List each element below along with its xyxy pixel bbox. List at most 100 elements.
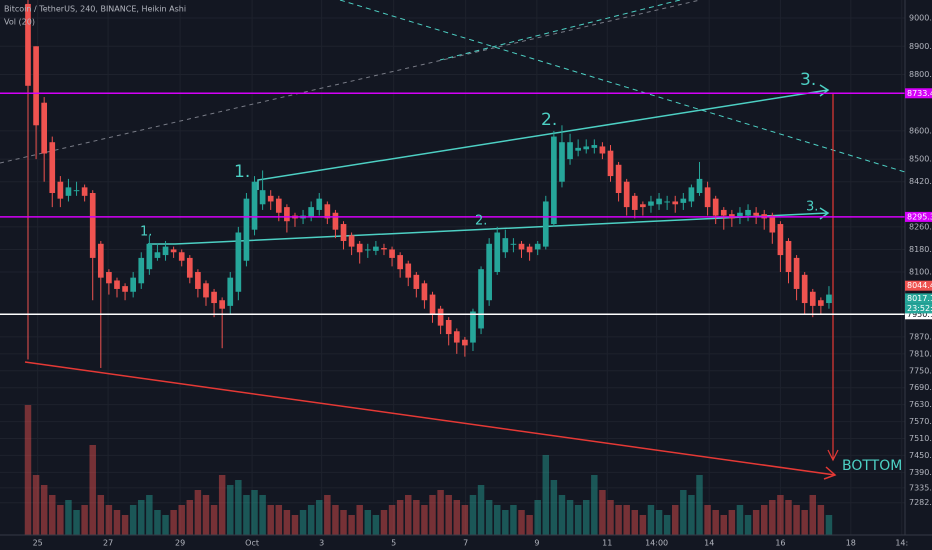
volume-bar (380, 510, 388, 535)
candle-body (429, 294, 436, 315)
y-tick-label: 8180.00 (909, 245, 932, 254)
price-tag (905, 211, 932, 222)
volume-bar (186, 500, 194, 535)
volume-bar (582, 500, 590, 535)
y-tick-label: 8800.00 (909, 70, 932, 79)
y-tick-label: 9000.00 (909, 14, 932, 23)
volume-bar (146, 495, 153, 535)
candle-body (332, 212, 339, 230)
x-tick-label: 14 (704, 539, 714, 548)
candle-body (591, 145, 598, 148)
y-tick-label: 7690.00 (909, 383, 932, 392)
y-tick-label: 8900.00 (909, 42, 932, 51)
y-tick-label: 7630.00 (909, 400, 932, 409)
candle-body (211, 291, 217, 304)
candle-body (445, 319, 452, 335)
candle-body (421, 283, 428, 301)
volume-bar (243, 495, 250, 535)
candle-body (567, 142, 573, 160)
volume-bar (138, 500, 145, 535)
candle-body (785, 240, 792, 273)
volume-bar (599, 490, 606, 535)
volume-bar (760, 505, 768, 535)
candle-body (405, 263, 412, 278)
candle-body (308, 207, 314, 217)
candle-body (826, 294, 832, 304)
candle-body (494, 232, 501, 273)
volume-bar (105, 505, 113, 535)
volume-bar (421, 505, 428, 535)
candle-body (243, 198, 250, 261)
y-tick-label: 7570.00 (909, 417, 932, 426)
axes: 9000.00 8900.00 8800.00 8600.00 8500.00 8420.… (33, 14, 932, 548)
candle-body (712, 198, 719, 216)
volume-bar (801, 510, 808, 535)
candle-body (615, 164, 622, 194)
candles (25, 0, 832, 368)
volume-bar (89, 445, 96, 535)
indicator-label: Vol (20) (4, 18, 35, 27)
annotation: 3. (800, 70, 816, 90)
candle-body (720, 209, 727, 216)
volume-bar (267, 505, 274, 535)
x-tick-label: 18 (846, 539, 856, 548)
candle-body (81, 187, 88, 196)
x-tick-label: 14: (895, 539, 908, 548)
volume-bar (574, 505, 582, 535)
volume-bar (291, 515, 299, 535)
volume-bar (526, 515, 533, 535)
x-tick-label: 16 (775, 539, 785, 548)
volume-bar (429, 495, 436, 535)
candle-body (203, 283, 209, 298)
volume-bar (324, 495, 331, 535)
volume-bar (809, 495, 817, 535)
y-tick-label: 8600.00 (909, 126, 932, 135)
candle-body (89, 193, 96, 258)
candle-body (154, 252, 161, 258)
volume-bar (129, 505, 137, 535)
candle-body (478, 269, 484, 329)
candle-body (640, 204, 646, 208)
candle-body (284, 207, 290, 222)
volume-bar (162, 515, 169, 535)
candle-body (502, 238, 509, 253)
candle-body (170, 249, 177, 253)
volume-bar (405, 495, 412, 535)
volume-bar (558, 495, 566, 535)
volume-bar (534, 500, 541, 535)
x-tick-label: 5 (391, 539, 396, 548)
volume-bar (502, 510, 509, 535)
x-tick-label: 7 (463, 539, 468, 548)
candle-body (664, 201, 670, 203)
volume-bar (73, 510, 80, 535)
candle-body (97, 243, 104, 278)
candle-body (49, 142, 56, 194)
candle-body (348, 235, 355, 247)
volume-bar (437, 490, 444, 535)
volume-bar (623, 505, 630, 535)
annotation: 2. (541, 110, 557, 130)
volume-bar (235, 480, 242, 535)
candle-body (73, 190, 80, 192)
volume-bar (752, 510, 760, 535)
candle-body (696, 178, 703, 194)
countdown-tag (905, 303, 932, 314)
candle-body (623, 181, 630, 208)
volume-bar (259, 495, 266, 535)
candle-body (551, 136, 557, 225)
candle-body (324, 204, 331, 219)
candle-body (599, 146, 606, 154)
candle-body (114, 280, 120, 289)
y-tick-label: 7810.00 (909, 349, 932, 358)
candle-body (340, 224, 347, 241)
volume-bar (777, 495, 784, 535)
candle-body (251, 181, 258, 230)
price-tag (905, 293, 932, 304)
candle-body (381, 248, 387, 250)
candle-body (146, 243, 153, 270)
candle-body (518, 243, 525, 250)
candle-body (526, 246, 533, 253)
candle-body (57, 181, 64, 199)
volume-bar (494, 505, 501, 535)
y-tick-label: 8420.00 (909, 177, 932, 186)
